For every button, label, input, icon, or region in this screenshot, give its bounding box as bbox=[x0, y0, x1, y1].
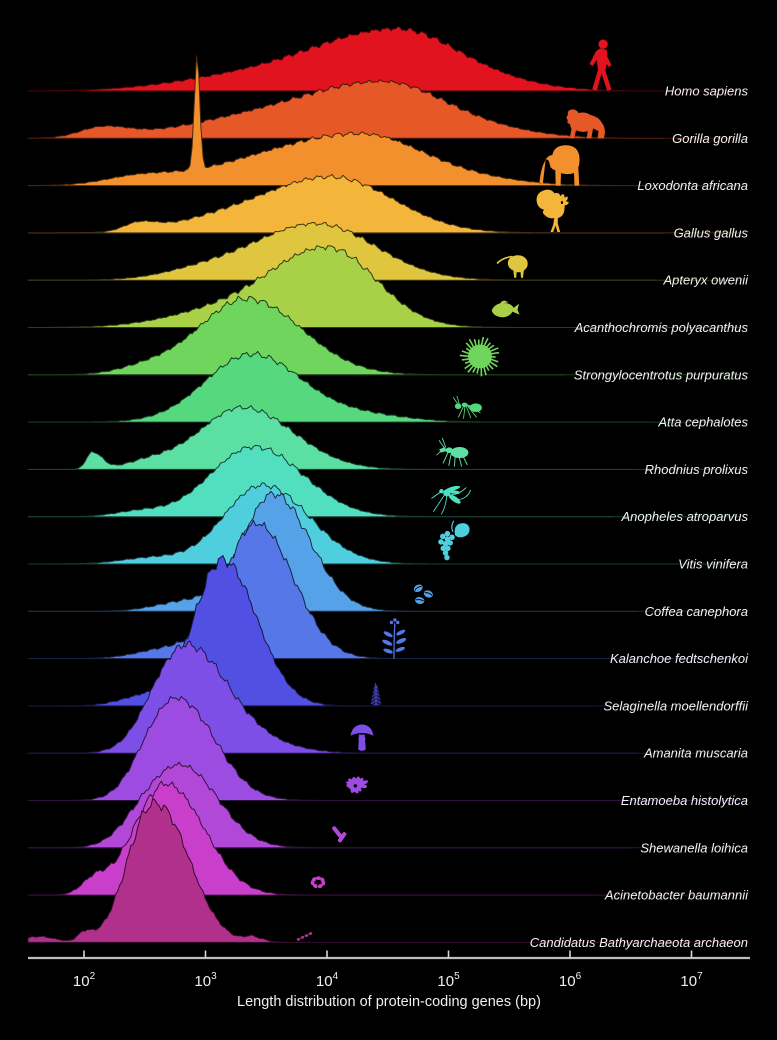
density-curve bbox=[27, 761, 742, 849]
kissing-bug-icon bbox=[436, 437, 469, 467]
selaginella-icon bbox=[370, 682, 382, 706]
density-curve bbox=[27, 55, 742, 187]
species-row-coffea-canephora: Coffea canephora bbox=[27, 490, 748, 619]
species-row-entamoeba-histolytica: Entamoeba histolytica bbox=[27, 695, 748, 808]
x-axis-title: Length distribution of protein-coding ge… bbox=[237, 994, 541, 1010]
mushroom-icon bbox=[350, 724, 374, 751]
species-row-vitis-vinifera: Vitis vinifera bbox=[27, 482, 748, 572]
species-label: Entamoeba histolytica bbox=[621, 793, 748, 808]
species-row-acanthochromis-polyacanthus: Acanthochromis polyacanthus bbox=[27, 245, 749, 335]
density-curve bbox=[27, 482, 742, 565]
species-label: Apteryx owenii bbox=[662, 273, 749, 288]
coffee-beans-icon bbox=[413, 584, 433, 604]
density-curve bbox=[27, 444, 742, 518]
species-row-kalanchoe-fedtschenkoi: Kalanchoe fedtschenkoi bbox=[27, 519, 749, 666]
gorilla-icon bbox=[566, 109, 605, 139]
species-row-candidatus-bathyarchaeota-archaeon: Candidatus Bathyarchaeota archaeon bbox=[27, 797, 748, 950]
cocci-cluster-icon bbox=[310, 876, 326, 889]
x-tick-label: 106 bbox=[559, 971, 582, 990]
density-curve bbox=[27, 245, 742, 328]
species-row-rhodnius-prolixus: Rhodnius prolixus bbox=[27, 405, 749, 477]
x-tick-label: 103 bbox=[194, 971, 217, 990]
species-label: Atta cephalotes bbox=[657, 415, 748, 430]
ant-icon bbox=[453, 395, 482, 419]
x-tick-label: 102 bbox=[73, 971, 96, 990]
density-curve bbox=[27, 173, 742, 234]
species-label: Amanita muscaria bbox=[643, 746, 748, 761]
human-icon bbox=[589, 39, 612, 91]
species-label: Kalanchoe fedtschenkoi bbox=[610, 651, 749, 666]
species-label: Candidatus Bathyarchaeota archaeon bbox=[530, 935, 748, 950]
species-row-atta-cephalotes: Atta cephalotes bbox=[27, 350, 748, 430]
species-label: Acinetobacter baumannii bbox=[604, 888, 749, 903]
density-curve bbox=[27, 490, 742, 612]
sea-urchin-icon bbox=[459, 336, 500, 377]
species-label: Coffea canephora bbox=[645, 604, 748, 619]
kalanchoe-icon bbox=[382, 618, 407, 659]
x-tick-label: 105 bbox=[437, 971, 460, 990]
species-label: Vitis vinifera bbox=[678, 557, 748, 572]
density-curve bbox=[27, 519, 742, 660]
x-tick-label: 107 bbox=[680, 971, 703, 990]
species-row-anopheles-atroparvus: Anopheles atroparvus bbox=[27, 444, 749, 524]
density-curve bbox=[27, 295, 742, 376]
kiwi-icon bbox=[496, 255, 528, 278]
species-row-homo-sapiens: Homo sapiens bbox=[27, 26, 749, 99]
rooster-icon bbox=[536, 189, 569, 232]
species-label: Selaginella moellendorffii bbox=[603, 698, 749, 713]
density-curve bbox=[27, 797, 742, 943]
density-curve bbox=[27, 79, 742, 139]
fish-icon bbox=[491, 300, 520, 318]
x-axis: 102 103 104 105 106 107 Length distribution of… bbox=[28, 950, 750, 1010]
x-tick-label: 104 bbox=[316, 971, 339, 990]
species-label: Loxodonta africana bbox=[637, 178, 748, 193]
species-label: Gallus gallus bbox=[674, 225, 749, 240]
elephant-icon bbox=[539, 145, 580, 186]
density-curve bbox=[27, 555, 742, 707]
density-curve bbox=[27, 405, 742, 470]
species-label: Anopheles atroparvus bbox=[621, 509, 749, 524]
archaea-chain-icon bbox=[296, 932, 313, 941]
mosquito-icon bbox=[431, 485, 471, 515]
species-row-gorilla-gorilla: Gorilla gorilla bbox=[27, 79, 748, 146]
density-curve bbox=[27, 350, 742, 423]
density-curve bbox=[27, 221, 742, 281]
density-curve bbox=[27, 26, 742, 92]
grapes-icon bbox=[438, 520, 470, 561]
species-label: Rhodnius prolixus bbox=[645, 462, 749, 477]
density-curve bbox=[27, 780, 742, 896]
bacteria-rods-icon bbox=[332, 826, 347, 843]
amoeba-icon bbox=[345, 776, 368, 794]
species-label: Acanthochromis polyacanthus bbox=[574, 320, 749, 335]
species-label: Shewanella loihica bbox=[640, 840, 748, 855]
species-label: Homo sapiens bbox=[665, 84, 749, 99]
species-row-strongylocentrotus-purpuratus: Strongylocentrotus purpuratus bbox=[27, 295, 749, 382]
species-label: Gorilla gorilla bbox=[672, 131, 748, 146]
density-curve bbox=[27, 695, 742, 801]
species-label: Strongylocentrotus purpuratus bbox=[574, 367, 749, 382]
